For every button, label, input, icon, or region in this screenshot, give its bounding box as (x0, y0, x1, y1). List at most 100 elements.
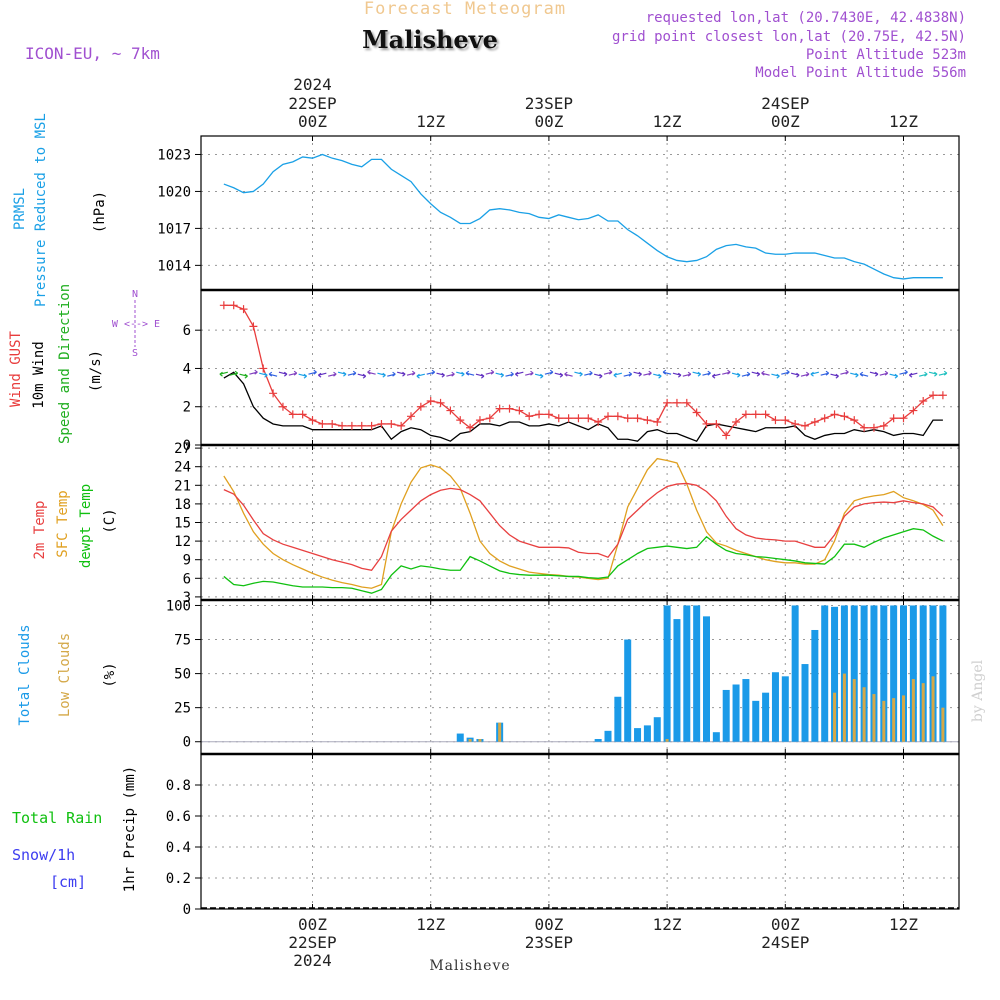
wind-direction-arrow (317, 372, 327, 378)
low-clouds-bar (852, 679, 856, 742)
low-clouds-bar (882, 700, 886, 742)
low-clouds-bar (931, 676, 935, 742)
total-clouds-bar (929, 605, 937, 742)
y-tick-label: 0 (183, 902, 191, 918)
wind-direction-arrow (869, 371, 879, 377)
wind-gust-marker (328, 419, 337, 428)
y-tick-label: 6 (183, 323, 191, 339)
wind-direction-arrow (554, 372, 564, 378)
time-label: 00Z (770, 915, 800, 934)
wind-gust-marker (820, 414, 829, 423)
wind-direction-arrow (594, 373, 603, 379)
time-label: 12Z (652, 112, 682, 131)
wind-direction-arrow (899, 369, 908, 375)
wind-gust-marker (672, 398, 681, 407)
date-label: 22SEP (288, 933, 337, 952)
wind-direction-arrow (692, 371, 702, 377)
wind-direction-arrow (505, 371, 514, 377)
snow-label: Snow/1h (12, 846, 76, 864)
time-label: 00Z (770, 112, 800, 131)
grid-point-coords: grid point closest lon,lat (20.75E, 42.5… (611, 29, 966, 45)
wind-gust-marker (604, 412, 612, 421)
wind-direction-arrow (456, 371, 465, 377)
wind-gust-marker (249, 322, 258, 331)
wind-gust-marker (899, 414, 908, 423)
wind-gust-marker (741, 410, 750, 419)
wind-direction-arrow (328, 371, 337, 377)
wind-direction-arrow (416, 373, 425, 379)
total-clouds-bar (703, 616, 710, 742)
wind-direction-arrow (525, 370, 534, 376)
total-clouds-bar (831, 606, 839, 742)
wind-direction-arrow (574, 371, 583, 377)
wind-direction-arrow (771, 373, 780, 379)
low-clouds-bar (921, 683, 925, 742)
total-clouds-bar (781, 676, 789, 742)
total-clouds-bar (643, 725, 651, 742)
wind-gust-marker (761, 410, 770, 419)
total-clouds-bar (614, 696, 622, 742)
y-tick-label: 1020 (157, 184, 191, 200)
wind-direction-arrow (288, 370, 298, 376)
wind-direction-arrow (239, 373, 248, 379)
snow-unit-label: [cm] (50, 873, 87, 891)
total-clouds-bar (594, 739, 602, 742)
total-rain-label: Total Rain (12, 809, 103, 827)
wind-gust-marker (347, 421, 356, 430)
wind-gust-marker (535, 410, 544, 419)
total-clouds-bar (673, 619, 681, 742)
y-tick-label: 18 (174, 497, 191, 513)
wind-direction-arrow (662, 369, 672, 375)
wind-gust-marker (574, 414, 583, 423)
wind-direction-arrow (800, 371, 810, 377)
wind-direction-arrow (791, 372, 800, 378)
low-clouds-bar (872, 694, 876, 742)
y-tick-label: 6 (183, 571, 191, 587)
wind-gust-marker (860, 423, 869, 432)
total-clouds-bar (722, 689, 730, 742)
wind-direction-arrow (889, 373, 899, 379)
wind-direction-arrow (643, 370, 652, 376)
wind-gust-marker (554, 414, 563, 423)
wind-gust-marker (771, 416, 780, 425)
wind-direction-arrow (259, 372, 268, 378)
sfc-temp-series-line (223, 457, 944, 589)
wind-gust-marker (584, 414, 593, 423)
wind-direction-arrow (465, 370, 475, 376)
low-clouds-bar (842, 673, 846, 742)
panel-frame (200, 289, 960, 446)
wind-direction-arrow (377, 372, 386, 378)
wind-gust-marker (387, 419, 396, 428)
date-label: 24SEP (761, 933, 810, 952)
wind-gust-marker (801, 421, 809, 430)
model-altitude: Model Point Altitude 556m (755, 65, 966, 81)
low-clouds-bar (665, 739, 669, 742)
wind-direction-arrow (722, 369, 731, 375)
wind-direction-arrow (475, 373, 485, 379)
low-clouds-bar (911, 679, 915, 742)
total-clouds-bar (900, 605, 907, 742)
time-label: 00Z (534, 915, 564, 934)
total-clouds-bar (801, 664, 809, 742)
wind-gust-marker (613, 412, 622, 421)
wind-gust-marker (810, 418, 819, 427)
wind-gust-marker (909, 406, 918, 415)
wind-gust-marker (259, 364, 268, 373)
wind-direction-arrow (406, 370, 416, 376)
time-label: 12Z (889, 112, 918, 131)
y-tick-label: 0 (183, 735, 191, 751)
wind-direction-arrow (298, 373, 308, 379)
wind-direction-arrow (613, 372, 622, 378)
footer-location: Malisheve (429, 958, 511, 974)
wind-gust-marker (791, 419, 800, 428)
wind-direction-arrow (367, 369, 376, 375)
compass-row: W <--> E (111, 319, 161, 330)
wind-gust-marker (515, 406, 524, 415)
total-clouds-bar (604, 730, 612, 742)
wind-direction-arrow (810, 371, 819, 377)
wind-direction-arrow (485, 369, 495, 375)
total-clouds-bar (624, 639, 632, 742)
total-clouds-bar (870, 605, 878, 742)
low-clouds-bar (941, 707, 945, 742)
